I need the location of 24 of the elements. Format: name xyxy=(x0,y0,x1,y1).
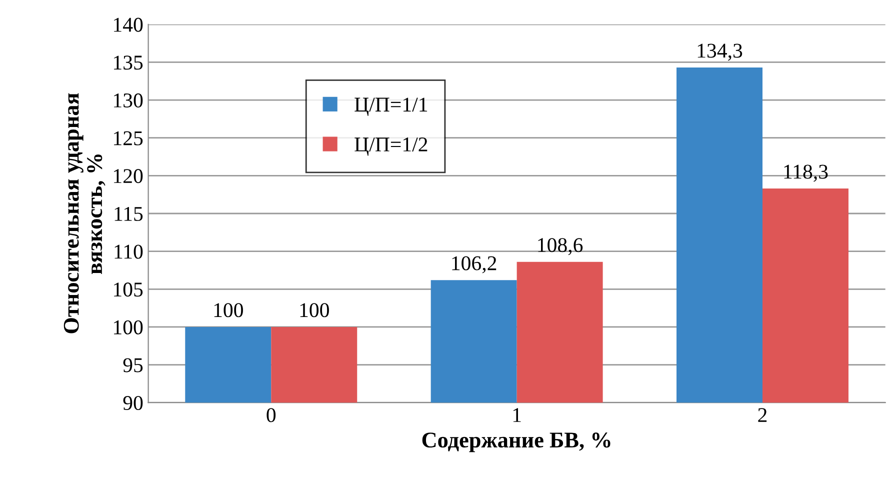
y-tick-label: 135 xyxy=(114,56,143,70)
y-tick-label: 125 xyxy=(114,131,143,146)
y-tick-label: 105 xyxy=(114,282,143,297)
legend-label: Ц/П=1/2 xyxy=(354,138,428,156)
x-tick-label: 1 xyxy=(513,408,521,422)
data-label: 106,2 xyxy=(452,256,496,274)
x-tick-label: 0 xyxy=(266,408,276,422)
x-axis-title: Содержание БВ, % xyxy=(422,432,610,452)
y-tick-label: 90 xyxy=(123,396,143,410)
data-label: 100 xyxy=(214,303,243,318)
y-tick-label: 110 xyxy=(114,244,143,259)
data-label: 118,3 xyxy=(784,164,828,182)
data-label: 100 xyxy=(300,303,329,318)
x-tick-label: 2 xyxy=(758,408,767,422)
legend-label: Ц/П=1/1 xyxy=(354,98,428,116)
data-label: 134,3 xyxy=(698,44,742,61)
y-tick-label: 115 xyxy=(114,206,143,221)
y-tick-label: 120 xyxy=(114,169,143,184)
y-axis-title: Относительная ударная вязкость, % xyxy=(64,93,106,334)
y-tick-label: 95 xyxy=(123,358,143,372)
data-label: 108,6 xyxy=(538,238,583,256)
y-tick-label: 100 xyxy=(114,320,143,334)
y-tick-label: 140 xyxy=(114,18,143,32)
y-tick-label: 130 xyxy=(114,93,143,108)
